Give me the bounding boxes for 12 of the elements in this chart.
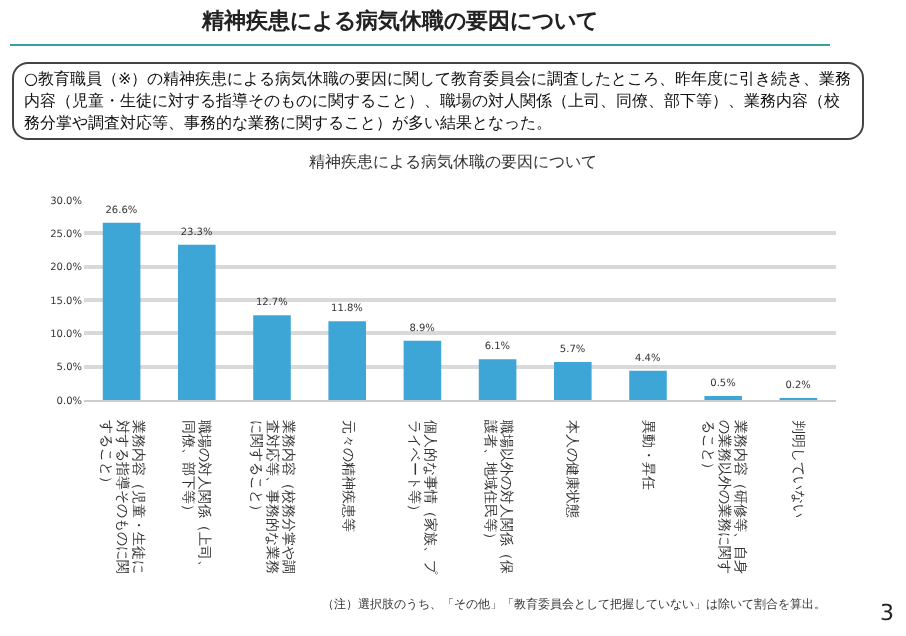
bar <box>629 370 667 400</box>
bar <box>403 340 442 400</box>
bar <box>102 222 141 400</box>
text: ○教育職員（※）の精神疾患による病気休職の要因に関して教育委員会に調査したところ、昨年度に引き続き、業務内容（児童・生徒に対する指導そのものに関すること）、職場の対人関係（上司、同僚、部下等）、業務内容（校務分掌や調査対応等、事務的な業務に関すること）が多い結果となった。 <box>12 62 864 140</box>
chart-title: 精神疾患による病気休職の要因について <box>199 6 600 36</box>
bar <box>328 321 366 400</box>
chart-subtitle: 精神疾患による病気休職の要因について <box>309 153 597 172</box>
bar <box>554 362 592 400</box>
bar <box>253 315 291 400</box>
bar <box>478 359 517 400</box>
bar <box>178 244 216 400</box>
text: 3 <box>880 600 894 626</box>
